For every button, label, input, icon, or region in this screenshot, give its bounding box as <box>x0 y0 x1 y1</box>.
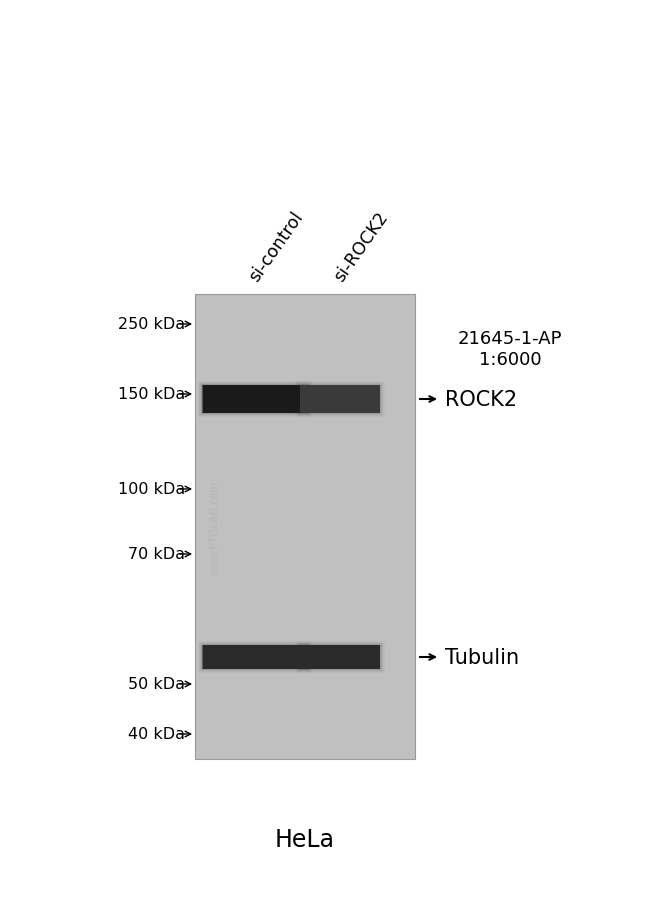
Text: 21645-1-AP
1:6000: 21645-1-AP 1:6000 <box>457 329 562 368</box>
Text: www.PTGLAB.com: www.PTGLAB.com <box>210 480 220 575</box>
Text: 40 kDa: 40 kDa <box>128 727 185 741</box>
FancyBboxPatch shape <box>201 644 309 670</box>
FancyBboxPatch shape <box>299 384 382 415</box>
FancyBboxPatch shape <box>297 643 383 672</box>
Text: ROCK2: ROCK2 <box>445 390 517 410</box>
FancyBboxPatch shape <box>201 384 309 415</box>
FancyBboxPatch shape <box>202 385 308 413</box>
FancyBboxPatch shape <box>300 645 380 669</box>
Text: 70 kDa: 70 kDa <box>128 547 185 562</box>
Text: si-ROCK2: si-ROCK2 <box>330 208 391 285</box>
FancyBboxPatch shape <box>299 644 382 670</box>
FancyBboxPatch shape <box>202 645 308 669</box>
Text: 100 kDa: 100 kDa <box>118 482 185 497</box>
Text: Tubulin: Tubulin <box>445 648 519 667</box>
FancyBboxPatch shape <box>200 383 310 416</box>
Text: HeLa: HeLa <box>275 827 335 851</box>
Bar <box>195 295 415 759</box>
FancyBboxPatch shape <box>297 383 383 416</box>
Text: si-control: si-control <box>245 208 307 285</box>
Text: 250 kDa: 250 kDa <box>118 318 185 332</box>
Text: 50 kDa: 50 kDa <box>128 676 185 692</box>
FancyBboxPatch shape <box>200 643 310 672</box>
FancyBboxPatch shape <box>300 385 380 413</box>
Text: 150 kDa: 150 kDa <box>118 387 185 402</box>
